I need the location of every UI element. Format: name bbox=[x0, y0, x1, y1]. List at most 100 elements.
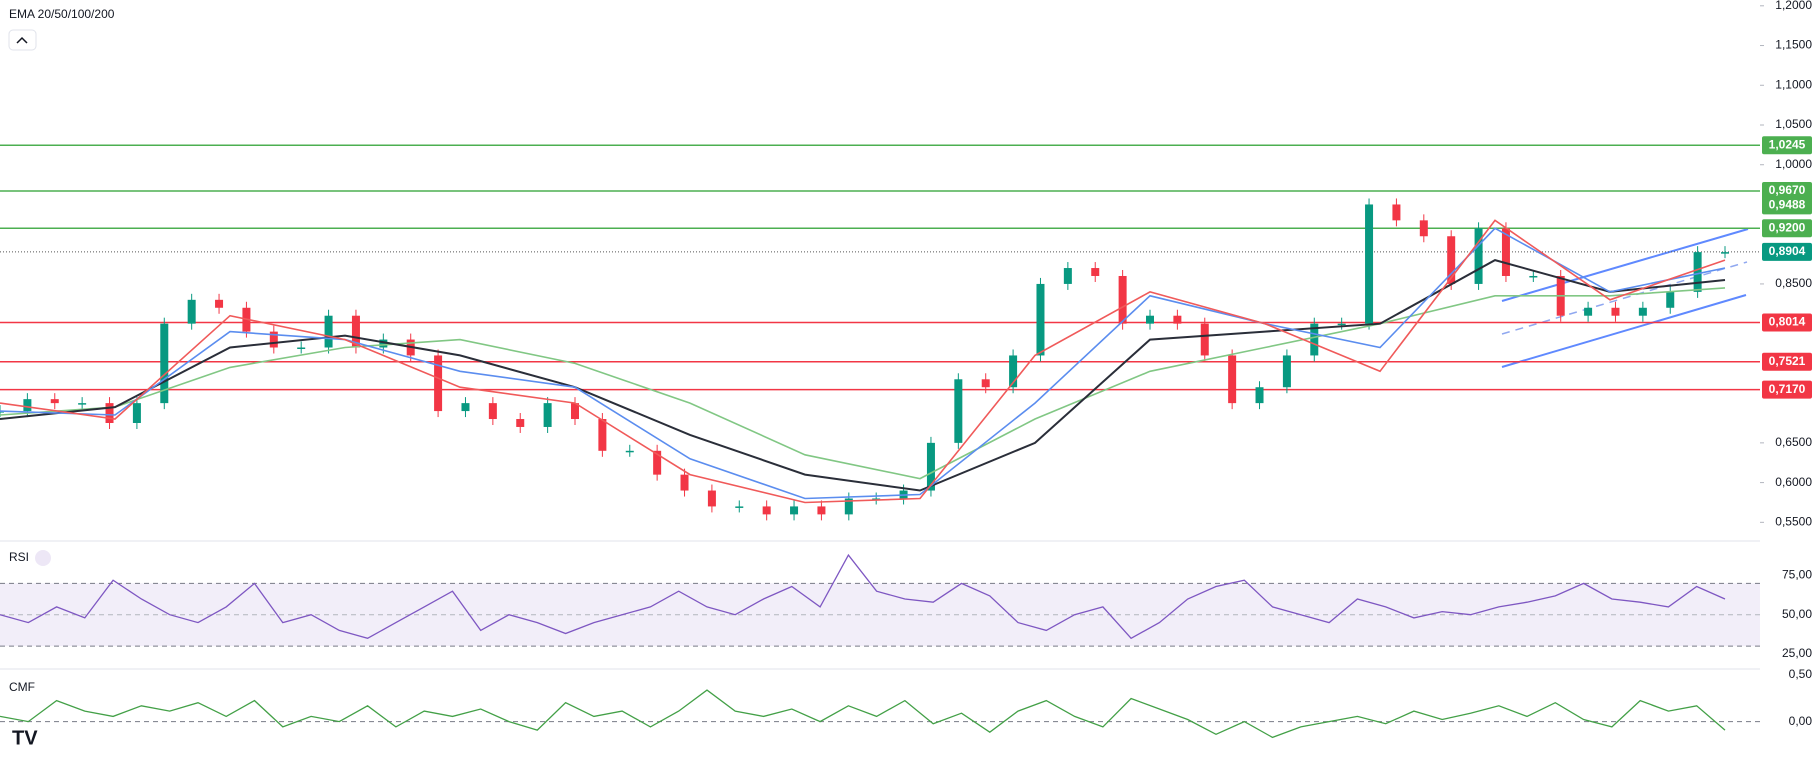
y-tick-label: 1,2000 bbox=[1775, 0, 1812, 12]
candle bbox=[269, 331, 278, 348]
rsi-title: RSI bbox=[9, 550, 29, 564]
candle bbox=[1228, 355, 1237, 404]
level-label: 0,8014 bbox=[1769, 315, 1806, 329]
candle bbox=[488, 403, 497, 420]
candle bbox=[297, 347, 306, 350]
ema-line bbox=[0, 259, 1726, 492]
candle bbox=[954, 379, 963, 443]
candle bbox=[23, 399, 32, 412]
channel-upper bbox=[1501, 228, 1749, 302]
candle bbox=[160, 323, 169, 404]
level-box bbox=[1762, 181, 1812, 200]
candle bbox=[1310, 323, 1319, 356]
candle bbox=[215, 299, 224, 308]
candle bbox=[707, 490, 716, 507]
candle bbox=[1693, 252, 1702, 292]
level-box bbox=[1762, 196, 1812, 215]
candle bbox=[1638, 307, 1647, 316]
ema-line bbox=[0, 227, 1726, 500]
collapse-icon bbox=[16, 36, 28, 44]
level-box bbox=[1762, 219, 1812, 238]
candle bbox=[1255, 387, 1264, 404]
candle bbox=[1036, 283, 1045, 356]
rsi-icon[interactable] bbox=[35, 550, 51, 566]
candle bbox=[571, 403, 579, 420]
level-box bbox=[1762, 352, 1812, 371]
candle bbox=[981, 379, 990, 388]
candle bbox=[1721, 252, 1729, 254]
y-tick-label: 0,6000 bbox=[1775, 475, 1812, 489]
candle bbox=[187, 299, 196, 324]
y-tick-label: 1,1000 bbox=[1775, 77, 1812, 91]
candle bbox=[543, 403, 552, 427]
candle bbox=[461, 403, 470, 412]
candle bbox=[434, 355, 443, 412]
candle bbox=[680, 474, 689, 491]
candle bbox=[1584, 307, 1593, 316]
candle bbox=[1666, 291, 1675, 308]
cmf-tick-label: 0,50 bbox=[1789, 667, 1813, 681]
channel-lower bbox=[1501, 294, 1747, 368]
ema-line bbox=[0, 287, 1726, 480]
candle bbox=[653, 450, 662, 475]
y-tick-label: 1,0000 bbox=[1775, 157, 1812, 171]
level-box bbox=[1762, 242, 1812, 261]
candle bbox=[516, 419, 525, 427]
candle bbox=[1529, 275, 1538, 278]
level-label: 0,9670 bbox=[1769, 183, 1806, 197]
rsi-tick-label: 50,00 bbox=[1782, 607, 1812, 621]
candle bbox=[324, 315, 333, 348]
candle bbox=[598, 419, 607, 451]
candle bbox=[105, 403, 114, 423]
level-box bbox=[1762, 380, 1812, 399]
candle bbox=[1474, 228, 1483, 284]
candle bbox=[351, 315, 360, 348]
level-box bbox=[1762, 313, 1812, 332]
logo: TV bbox=[12, 727, 38, 749]
candle bbox=[1118, 275, 1127, 324]
candle bbox=[735, 506, 744, 508]
candle bbox=[762, 506, 771, 515]
y-tick-label: 0,6500 bbox=[1775, 435, 1812, 449]
candle bbox=[78, 403, 87, 405]
candle bbox=[1173, 315, 1182, 324]
level-label: 0,7521 bbox=[1769, 354, 1806, 368]
candle bbox=[1282, 355, 1291, 388]
candle bbox=[50, 399, 59, 404]
candle bbox=[132, 403, 141, 423]
level-label: 0,9488 bbox=[1769, 198, 1806, 212]
candle bbox=[1419, 220, 1428, 237]
candle bbox=[1200, 323, 1209, 356]
candle bbox=[817, 506, 826, 515]
rsi-line bbox=[0, 553, 1726, 640]
candle bbox=[1009, 355, 1018, 388]
y-tick-label: 1,1500 bbox=[1775, 38, 1812, 52]
rsi-tick-label: 75,00 bbox=[1782, 568, 1812, 582]
y-tick-label: 0,5500 bbox=[1775, 514, 1812, 528]
cmf-line bbox=[0, 689, 1726, 739]
candle bbox=[625, 450, 634, 453]
level-box bbox=[1762, 136, 1812, 155]
candle bbox=[1365, 204, 1374, 324]
level-label: 0,7170 bbox=[1769, 382, 1806, 396]
candle bbox=[926, 442, 935, 491]
y-tick-label: 0,8500 bbox=[1775, 276, 1812, 290]
ema-line bbox=[0, 219, 1726, 504]
chart-title: EMA 20/50/100/200 bbox=[9, 7, 115, 21]
candle bbox=[1063, 268, 1072, 284]
candle bbox=[1146, 315, 1154, 324]
candle bbox=[379, 339, 388, 348]
candle bbox=[1611, 307, 1620, 316]
level-label: 0,9200 bbox=[1769, 220, 1806, 234]
cmf-tick-label: 0,00 bbox=[1789, 714, 1813, 728]
level-label: 0,8904 bbox=[1769, 244, 1806, 258]
candle bbox=[1091, 268, 1100, 276]
candle bbox=[1337, 323, 1346, 326]
candle bbox=[844, 498, 853, 515]
level-label: 1,0245 bbox=[1769, 137, 1806, 151]
collapse-button[interactable] bbox=[8, 29, 37, 51]
y-tick-label: 1,0500 bbox=[1775, 117, 1812, 131]
rsi-tick-label: 25,00 bbox=[1782, 646, 1812, 660]
